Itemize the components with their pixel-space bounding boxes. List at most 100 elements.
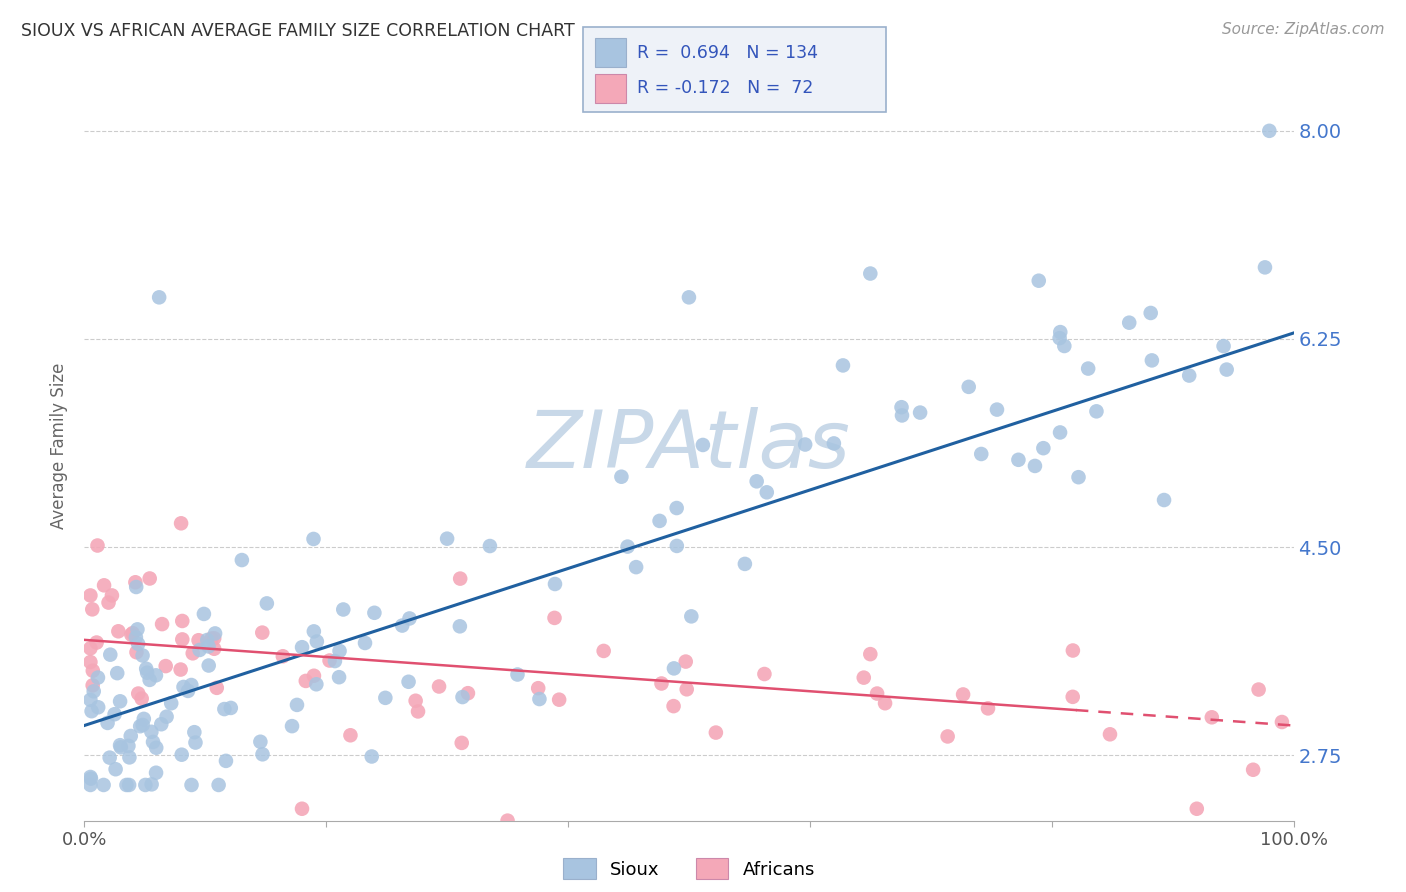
Point	[98, 648, 121, 662]
Point	[187, 633, 209, 648]
Point	[354, 636, 377, 650]
Point	[105, 666, 128, 681]
Point	[794, 437, 817, 451]
Point	[548, 692, 571, 706]
Point	[405, 694, 427, 708]
Point	[859, 267, 882, 281]
Point	[305, 677, 328, 691]
Point	[110, 740, 132, 755]
Point	[172, 614, 194, 628]
Point	[1258, 124, 1281, 138]
Point	[305, 634, 328, 648]
Point	[82, 602, 104, 616]
Point	[125, 631, 148, 645]
Point	[1049, 325, 1071, 339]
Point	[692, 438, 714, 452]
Point	[360, 749, 382, 764]
Point	[616, 540, 638, 554]
Point	[374, 690, 396, 705]
Point	[202, 632, 225, 646]
Point	[328, 670, 350, 684]
Point	[183, 725, 205, 739]
Point	[181, 646, 204, 660]
Point	[108, 694, 131, 708]
Point	[449, 619, 471, 633]
Point	[1247, 682, 1270, 697]
Point	[1201, 710, 1223, 724]
Point	[79, 641, 101, 656]
Point	[1062, 643, 1084, 657]
Point	[617, 825, 640, 839]
Point	[436, 532, 458, 546]
Point	[318, 654, 340, 668]
Legend: Sioux, Africans: Sioux, Africans	[555, 851, 823, 887]
Point	[529, 692, 551, 706]
Point	[97, 715, 120, 730]
Point	[527, 681, 550, 696]
Point	[150, 617, 173, 632]
Point	[675, 655, 697, 669]
Point	[148, 290, 170, 304]
Text: SIOUX VS AFRICAN AVERAGE FAMILY SIZE CORRELATION CHART: SIOUX VS AFRICAN AVERAGE FAMILY SIZE COR…	[21, 22, 575, 40]
Point	[249, 735, 271, 749]
Point	[79, 778, 101, 792]
Point	[302, 532, 325, 546]
Point	[1153, 493, 1175, 508]
Point	[1254, 260, 1277, 275]
Point	[131, 718, 153, 732]
Point	[873, 696, 896, 710]
Point	[170, 516, 193, 531]
Point	[952, 688, 974, 702]
Point	[506, 667, 529, 681]
Point	[215, 754, 238, 768]
Point	[256, 596, 278, 610]
Point	[79, 693, 101, 707]
Point	[124, 575, 146, 590]
Point	[544, 577, 567, 591]
Point	[197, 658, 219, 673]
Point	[1028, 274, 1050, 288]
Text: ZIPAtlas: ZIPAtlas	[527, 407, 851, 485]
Point	[83, 684, 105, 698]
Point	[155, 659, 177, 673]
Point	[107, 624, 129, 639]
Point	[859, 647, 882, 661]
Point	[1062, 690, 1084, 704]
Point	[80, 772, 103, 786]
Point	[271, 649, 294, 664]
Point	[1053, 339, 1076, 353]
Point	[496, 814, 519, 828]
Point	[138, 572, 160, 586]
Point	[1118, 316, 1140, 330]
Point	[450, 736, 472, 750]
Point	[127, 623, 149, 637]
Point	[170, 747, 193, 762]
Point	[1049, 331, 1071, 345]
Point	[197, 640, 219, 654]
Point	[1271, 714, 1294, 729]
Point	[291, 640, 314, 655]
Text: Source: ZipAtlas.com: Source: ZipAtlas.com	[1222, 22, 1385, 37]
Point	[97, 596, 120, 610]
Point	[129, 719, 152, 733]
Point	[101, 589, 124, 603]
Point	[127, 637, 149, 651]
Point	[204, 626, 226, 640]
Point	[866, 687, 889, 701]
Point	[1139, 306, 1161, 320]
Point	[890, 401, 912, 415]
Point	[624, 560, 647, 574]
Point	[339, 728, 361, 742]
Point	[79, 589, 101, 603]
Point	[302, 624, 325, 639]
Point	[449, 572, 471, 586]
Point	[1077, 361, 1099, 376]
Point	[745, 475, 768, 489]
Point	[188, 643, 211, 657]
Point	[1024, 458, 1046, 473]
Point	[142, 735, 165, 749]
Point	[451, 690, 474, 704]
Point	[943, 873, 966, 888]
Point	[134, 778, 156, 792]
Point	[231, 553, 253, 567]
